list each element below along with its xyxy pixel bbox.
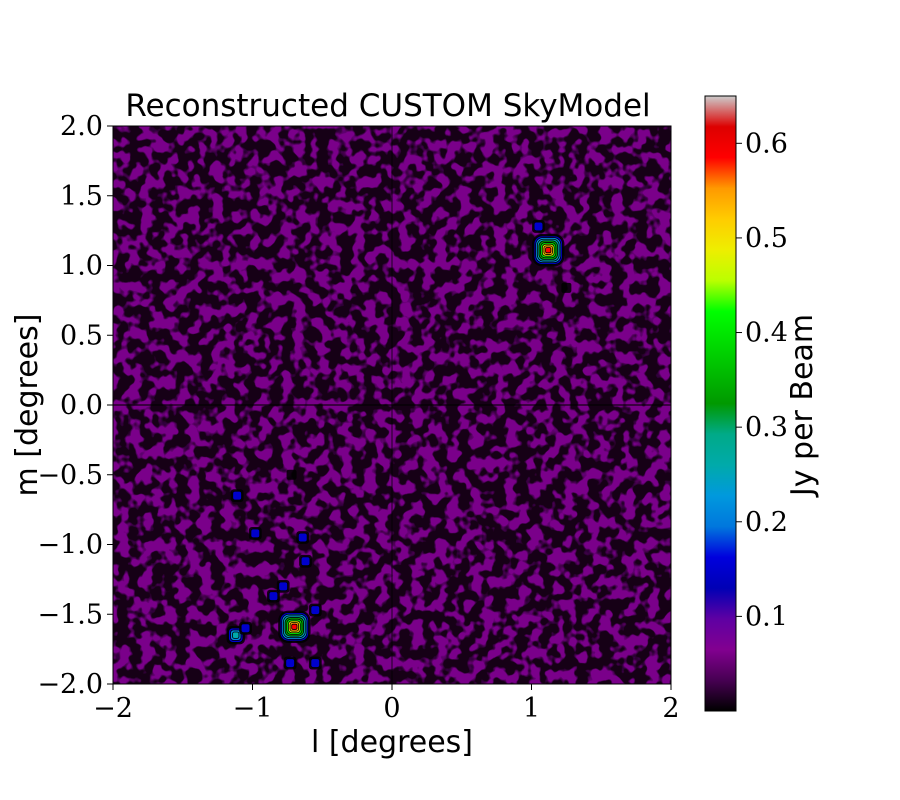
source-blob bbox=[532, 220, 545, 233]
chart-title: Reconstructed CUSTOM SkyModel bbox=[125, 88, 650, 124]
source-blob bbox=[308, 656, 322, 670]
y-axis-label: m [degrees] bbox=[10, 314, 45, 497]
y-tick-label: 1.5 bbox=[60, 181, 103, 212]
source-blob bbox=[267, 589, 280, 603]
y-tick-label: −2.0 bbox=[37, 669, 103, 700]
x-axis-ticks: −2 −1 0 1 2 bbox=[93, 684, 680, 724]
colorbar-tick-label: 0.4 bbox=[745, 318, 788, 349]
colorbar-tick-label: 0.3 bbox=[745, 412, 788, 443]
colorbar: 0.1 0.2 0.3 0.4 0.5 0.6 Jy per Beam bbox=[704, 95, 820, 712]
x-tick-label: −2 bbox=[93, 693, 133, 724]
colorbar-frame bbox=[704, 95, 737, 712]
y-tick-label: −1.0 bbox=[37, 530, 103, 561]
source-blob bbox=[561, 282, 572, 293]
source-blob bbox=[299, 554, 312, 568]
source-blob bbox=[286, 469, 297, 480]
source-blob bbox=[239, 621, 252, 635]
y-tick-label: 0.0 bbox=[60, 390, 103, 421]
source-blob bbox=[230, 489, 244, 503]
x-tick-label: 0 bbox=[383, 693, 400, 724]
colorbar-label: Jy per Beam bbox=[785, 314, 820, 498]
x-tick-label: 1 bbox=[523, 693, 540, 724]
source-blob bbox=[532, 233, 565, 267]
y-tick-label: 0.5 bbox=[60, 320, 103, 351]
source-blob bbox=[283, 656, 297, 670]
source-blob bbox=[276, 579, 290, 593]
x-tick-label: 2 bbox=[662, 693, 679, 724]
source-blob bbox=[308, 603, 322, 617]
x-tick-label: −1 bbox=[233, 693, 273, 724]
y-tick-label: 1.0 bbox=[60, 251, 103, 282]
x-axis-label: l [degrees] bbox=[311, 725, 473, 760]
colorbar-ticks: 0.1 0.2 0.3 0.4 0.5 0.6 bbox=[736, 128, 788, 632]
colorbar-tick-label: 0.2 bbox=[745, 507, 788, 538]
colorbar-fill bbox=[705, 96, 736, 711]
sources-layer bbox=[226, 220, 572, 670]
source-blob bbox=[296, 531, 310, 544]
y-tick-label: 2.0 bbox=[60, 111, 103, 142]
plot-area bbox=[113, 126, 671, 684]
y-axis-ticks: −2.0 −1.5 −1.0 −0.5 0.0 0.5 1.0 1.5 2.0 bbox=[37, 111, 113, 700]
y-tick-label: −0.5 bbox=[37, 460, 103, 491]
y-tick-label: −1.5 bbox=[37, 599, 103, 630]
source-blob bbox=[248, 526, 262, 540]
colorbar-tick-label: 0.1 bbox=[745, 601, 788, 632]
source-blob bbox=[278, 610, 311, 644]
colorbar-tick-label: 0.5 bbox=[745, 223, 788, 254]
colorbar-tick-label: 0.6 bbox=[745, 128, 788, 159]
